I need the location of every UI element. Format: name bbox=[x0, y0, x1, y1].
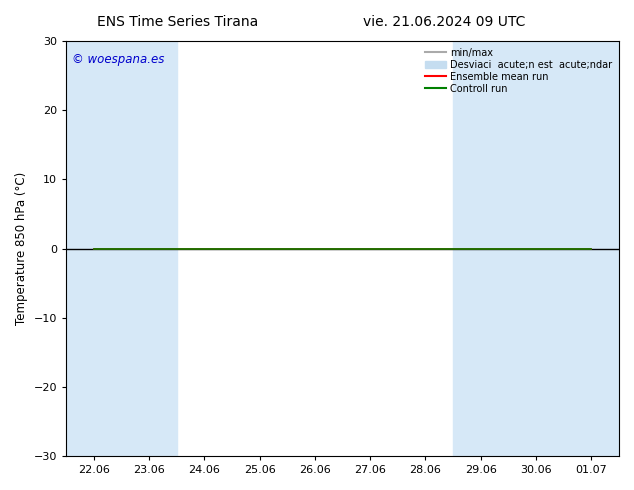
Bar bbox=[564, 41, 619, 456]
Text: ENS Time Series Tirana: ENS Time Series Tirana bbox=[97, 15, 258, 29]
Bar bbox=[66, 41, 121, 456]
Bar bbox=[453, 41, 508, 456]
Text: © woespana.es: © woespana.es bbox=[72, 53, 164, 67]
Bar bbox=[508, 41, 564, 456]
Legend: min/max, Desviaci  acute;n est  acute;ndar, Ensemble mean run, Controll run: min/max, Desviaci acute;n est acute;ndar… bbox=[423, 46, 614, 96]
Y-axis label: Temperature 850 hPa (°C): Temperature 850 hPa (°C) bbox=[15, 172, 28, 325]
Bar bbox=[121, 41, 177, 456]
Text: vie. 21.06.2024 09 UTC: vie. 21.06.2024 09 UTC bbox=[363, 15, 525, 29]
